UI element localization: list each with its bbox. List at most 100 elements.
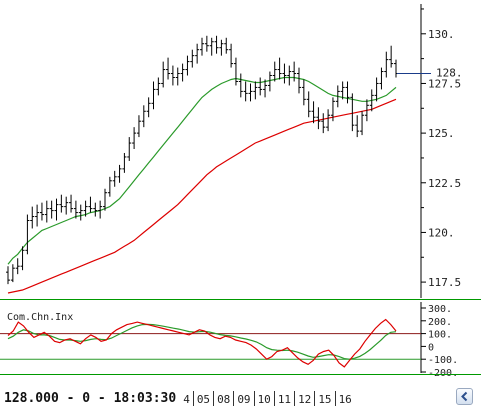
y-tick-label: 122.5: [428, 177, 461, 190]
indicator-y-tick-label: 100.: [428, 330, 452, 341]
date-tick-label: 05: [192, 391, 213, 406]
ohlc-bar: [214, 35, 219, 54]
ohlc-bar: [103, 188, 107, 211]
ohlc-bar: [39, 202, 44, 221]
ohlc-bar: [253, 81, 258, 100]
y-tick-label: 130.: [428, 28, 455, 41]
ohlc-bar: [185, 55, 190, 76]
ohlc-bar: [141, 105, 146, 128]
ohlc-bar: [345, 81, 350, 104]
ohlc-bar: [54, 198, 59, 221]
ohlc-bar: [161, 61, 166, 88]
date-tick-label: 10: [253, 391, 274, 406]
ohlc-bar: [15, 258, 20, 275]
ohlc-bar: [209, 37, 214, 56]
ohlc-bar: [292, 61, 297, 82]
last-price-label: 128.: [436, 67, 463, 80]
y-tick-label: 120.: [428, 226, 455, 239]
ohlc-bar: [233, 57, 238, 86]
ohlc-bar: [132, 127, 137, 150]
ohlc-bar: [277, 57, 282, 80]
date-tick-label: 12: [294, 391, 314, 406]
date-tick-label: 11: [273, 391, 294, 406]
indicator-y-tick-label: 300.: [428, 304, 452, 315]
chevron-left-icon: [461, 391, 468, 402]
ohlc-bar: [394, 59, 398, 78]
ohlc-bar: [78, 204, 83, 221]
ohlc-bar: [258, 77, 263, 96]
ohlc-bar: [355, 115, 360, 138]
ohlc-bar: [30, 206, 35, 229]
date-tick-label: 09: [233, 391, 253, 406]
date-tick-label: 16: [334, 391, 355, 406]
ohlc-bar: [379, 67, 384, 90]
ohlc-bar: [49, 200, 54, 219]
ohlc-bar: [316, 107, 321, 130]
ohlc-bar: [69, 194, 74, 213]
ohlc-bar: [263, 79, 268, 98]
ohlc-bar: [93, 202, 98, 217]
price-pane: 117.5 120. 122.5 125. 127.5 130. 128.: [0, 4, 481, 300]
ohlc-bar: [248, 83, 253, 102]
ohlc-bar: [136, 115, 141, 138]
ohlc-bar: [107, 176, 112, 197]
ohlc-bar: [360, 111, 365, 136]
ohlc-bar: [6, 266, 10, 285]
ohlc-bar: [335, 85, 340, 108]
scroll-button[interactable]: [456, 388, 473, 405]
ohlc-bar: [287, 65, 292, 86]
ohlc-bar: [117, 164, 122, 183]
ohlc-bar: [311, 101, 316, 124]
ohlc-bar: [122, 152, 127, 173]
ohlc-bar: [180, 63, 185, 82]
ohlc-bar: [384, 51, 389, 78]
status-bar: 128.000 - 0 - 18:03:30 4 05 08 09 10 11 12 15 16: [4, 384, 355, 406]
ohlc-bar: [127, 137, 132, 161]
ohlc-bar: [306, 91, 311, 118]
ohlc-bar: [282, 63, 287, 84]
ohlc-bar: [219, 39, 224, 56]
slow-moving-average-line: [7, 98, 397, 294]
ohlc-bar: [83, 200, 88, 217]
ohlc-bar: [73, 200, 78, 219]
indicator-signal-line: [7, 323, 397, 360]
indicator-y-tick-label: 200.: [428, 317, 452, 328]
y-tick-label: 127.5: [428, 77, 461, 90]
indicator-y-tick-label: -100.: [428, 355, 458, 366]
ohlc-bar: [243, 81, 248, 102]
date-axis: 4 05 08 09 10 11 12 15 16: [180, 391, 355, 406]
price-time-readout: 128.000 - 0 - 18:03:30: [4, 391, 177, 406]
y-tick-label: 125.: [428, 127, 455, 140]
ohlc-bar: [25, 214, 30, 255]
ohlc-bar: [166, 57, 171, 80]
ohlc-bar: [297, 67, 301, 94]
ohlc-bar: [10, 264, 15, 283]
y-tick-label: 117.5: [428, 276, 461, 289]
fast-moving-average-line: [7, 76, 397, 265]
ohlc-bar: [238, 73, 243, 98]
date-tick-label: 08: [213, 391, 233, 406]
ohlc-bar: [200, 37, 204, 56]
ohlc-bar: [267, 71, 272, 92]
indicator-y-tick-label: -200.: [428, 368, 458, 379]
ohlc-bar: [204, 35, 209, 52]
ohlc-bar: [340, 81, 345, 100]
ohlc-bar: [374, 77, 379, 102]
indicator-title: Com.Chn.Inx: [7, 312, 73, 323]
ohlc-bar: [170, 65, 175, 86]
ohlc-bar: [98, 200, 103, 219]
date-tick-label: 4: [183, 393, 190, 406]
ohlc-bar: [301, 79, 306, 106]
ohlc-bar: [156, 77, 161, 96]
ohlc-bar: [229, 43, 234, 68]
ohlc-bar: [146, 97, 151, 118]
ohlc-bar: [330, 97, 335, 122]
date-tick-label: 15: [314, 391, 334, 406]
ohlc-bar: [59, 194, 64, 213]
ohlc-bar: [112, 170, 117, 187]
indicator-y-tick-label: 0: [428, 342, 434, 353]
ohlc-bar: [389, 45, 394, 68]
ohlc-bar: [350, 93, 355, 132]
